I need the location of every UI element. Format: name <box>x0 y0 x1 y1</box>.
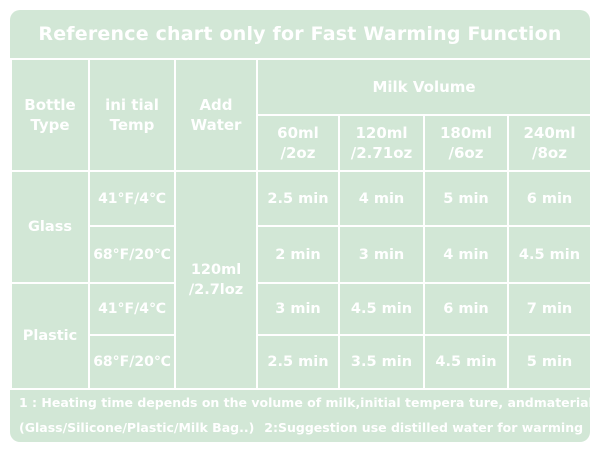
time-cell: 4.5 min <box>423 334 509 390</box>
initial-temp-cell: 41°F/4℃ <box>88 282 176 336</box>
time-cell: 4 min <box>338 170 425 227</box>
chart-title: Reference chart only for Fast Warming Fu… <box>38 23 562 45</box>
time-cell: 3 min <box>338 225 425 284</box>
initial-temp-cell: 68°F/20℃ <box>88 225 176 284</box>
time-cell: 4.5 min <box>338 282 425 336</box>
time-cell: 7 min <box>507 282 590 336</box>
header-volume-180ml: 180ml /6oz <box>423 114 509 172</box>
initial-temp-cell: 41°F/4℃ <box>88 170 176 227</box>
initial-temp-cell: 68°F/20℃ <box>88 334 176 390</box>
header-volume-60ml: 60ml /2oz <box>256 114 340 172</box>
time-cell: 4.5 min <box>507 225 590 284</box>
time-cell: 6 min <box>423 282 509 336</box>
time-cell: 5 min <box>423 170 509 227</box>
header-initial-temp: ini tial Temp <box>88 58 176 172</box>
header-volume-120ml: 120ml /2.71oz <box>338 114 425 172</box>
time-cell: 2.5 min <box>256 334 340 390</box>
footnote-1: 1 : Heating time depends on the volume o… <box>19 395 590 410</box>
bottle-type-plastic: Plastic <box>10 282 90 390</box>
warming-time-table: Bottle Type ini tial Temp Add Water Milk… <box>10 58 590 390</box>
time-cell: 2 min <box>256 225 340 284</box>
time-cell: 6 min <box>507 170 590 227</box>
time-cell: 2.5 min <box>256 170 340 227</box>
time-cell: 4 min <box>423 225 509 284</box>
footnote-materials: (Glass/Silicone/Plastic/Milk Bag..) <box>19 420 255 435</box>
footnote-2: 2:Suggestion use distilled water for war… <box>264 420 584 435</box>
add-water-value: 120ml /2.7loz <box>174 170 258 390</box>
header-bottle-type: Bottle Type <box>10 58 90 172</box>
header-milk-volume: Milk Volume <box>256 58 590 116</box>
footnote-2-line: (Glass/Silicone/Plastic/Milk Bag..) 2:Sug… <box>19 420 583 435</box>
reference-chart-card: Reference chart only for Fast Warming Fu… <box>10 10 590 442</box>
time-cell: 3.5 min <box>338 334 425 390</box>
time-cell: 5 min <box>507 334 590 390</box>
bottle-type-glass: Glass <box>10 170 90 284</box>
time-cell: 3 min <box>256 282 340 336</box>
footnotes: 1 : Heating time depends on the volume o… <box>10 390 590 442</box>
header-volume-240ml: 240ml /8oz <box>507 114 590 172</box>
header-add-water: Add Water <box>174 58 258 172</box>
